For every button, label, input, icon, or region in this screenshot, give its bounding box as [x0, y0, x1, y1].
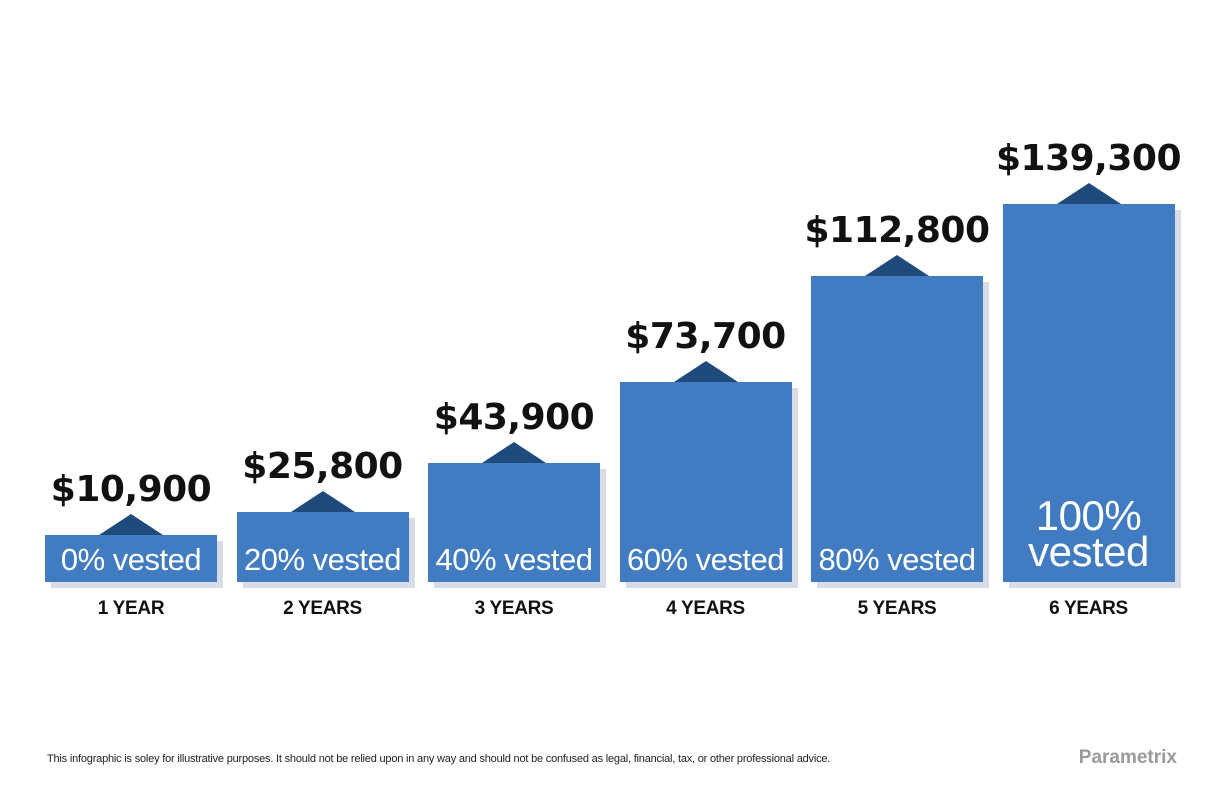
- value-label-4: $73,700: [625, 316, 786, 357]
- category-label-3: 3 YEARS: [474, 598, 554, 619]
- category-label-4: 4 YEARS: [666, 598, 745, 619]
- value-label-2: $25,800: [242, 445, 403, 487]
- bar-1: [45, 535, 217, 582]
- value-label-3: $43,900: [433, 396, 595, 438]
- bar-6: [1002, 204, 1175, 582]
- bar-2: [236, 511, 409, 582]
- bar-5: [811, 275, 983, 582]
- vested-label-2: 20% vested: [244, 542, 402, 577]
- bar-3: [428, 462, 600, 582]
- vested-label-3: 40% vested: [435, 542, 594, 577]
- value-label-1: $10,900: [50, 469, 212, 510]
- vested-label-4: 60% vested: [627, 542, 785, 577]
- value-label-6: $139,300: [995, 138, 1182, 179]
- bar-marker-3: [482, 441, 546, 463]
- bar-4: [619, 382, 792, 582]
- category-label-6: 6 YEARS: [1049, 598, 1128, 619]
- value-label-5: $112,800: [804, 209, 990, 251]
- vested-label-5: 80% vested: [818, 542, 977, 577]
- bar-marker-5: [865, 254, 929, 276]
- category-label-5: 5 YEARS: [857, 598, 937, 619]
- brand-logo: Parametrix: [1078, 747, 1177, 768]
- vested-label-1: 0% vested: [60, 542, 202, 577]
- category-label-1: 1 YEAR: [97, 598, 165, 619]
- bar-marker-4: [673, 361, 738, 382]
- bar-marker-2: [290, 490, 355, 512]
- category-label-2: 2 YEARS: [283, 598, 362, 619]
- bar-marker-6: [1056, 183, 1121, 204]
- vested-label-6: 100% vested: [1028, 492, 1149, 575]
- bar-marker-1: [99, 514, 163, 535]
- disclaimer-text: This infographic is soley for illustrati…: [47, 753, 831, 765]
